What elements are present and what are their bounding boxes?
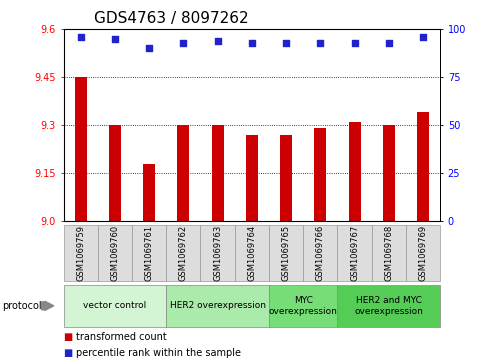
Text: GSM1069769: GSM1069769	[418, 225, 427, 281]
Point	[145, 45, 153, 51]
Text: GSM1069762: GSM1069762	[179, 225, 187, 281]
Text: GSM1069760: GSM1069760	[110, 225, 119, 281]
Point	[179, 40, 187, 45]
Bar	[211, 125, 223, 221]
Text: ■: ■	[63, 332, 73, 342]
Bar	[109, 125, 121, 221]
Point	[316, 40, 324, 45]
Text: MYC
overexpression: MYC overexpression	[268, 296, 337, 315]
Point	[384, 40, 392, 45]
Point	[418, 34, 426, 40]
Bar	[75, 77, 86, 221]
Text: GSM1069763: GSM1069763	[213, 225, 222, 281]
Point	[111, 36, 119, 41]
Text: HER2 and MYC
overexpression: HER2 and MYC overexpression	[354, 296, 422, 315]
Bar	[177, 125, 189, 221]
Text: transformed count: transformed count	[76, 332, 166, 342]
Point	[282, 40, 289, 45]
Point	[247, 40, 255, 45]
Bar	[348, 122, 360, 221]
Point	[77, 34, 84, 40]
Bar	[280, 135, 291, 221]
Text: GSM1069767: GSM1069767	[349, 225, 358, 281]
Point	[213, 38, 221, 44]
Text: GSM1069768: GSM1069768	[384, 225, 392, 281]
Bar	[314, 129, 325, 221]
Text: GSM1069761: GSM1069761	[144, 225, 153, 281]
Point	[350, 40, 358, 45]
Text: HER2 overexpression: HER2 overexpression	[169, 301, 265, 310]
Text: ■: ■	[63, 348, 73, 358]
Text: GSM1069764: GSM1069764	[247, 225, 256, 281]
Bar	[382, 125, 394, 221]
Text: GSM1069766: GSM1069766	[315, 225, 324, 281]
Bar	[245, 135, 257, 221]
Text: GDS4763 / 8097262: GDS4763 / 8097262	[94, 12, 248, 26]
Text: GSM1069765: GSM1069765	[281, 225, 290, 281]
Bar	[416, 113, 428, 221]
Text: vector control: vector control	[83, 301, 146, 310]
Bar	[143, 164, 155, 221]
Text: protocol: protocol	[2, 301, 42, 311]
Text: GSM1069759: GSM1069759	[76, 225, 85, 281]
Text: percentile rank within the sample: percentile rank within the sample	[76, 348, 240, 358]
